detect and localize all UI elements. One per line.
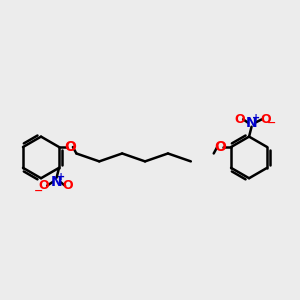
Text: O: O bbox=[38, 179, 49, 192]
Text: O: O bbox=[64, 140, 76, 154]
Text: −: − bbox=[34, 186, 43, 196]
Text: O: O bbox=[260, 113, 271, 126]
Text: N: N bbox=[246, 116, 257, 130]
Text: O: O bbox=[235, 113, 245, 126]
Text: N: N bbox=[51, 175, 62, 189]
Text: +: + bbox=[58, 172, 66, 182]
Text: −: − bbox=[267, 118, 276, 128]
Text: O: O bbox=[214, 140, 226, 154]
Text: +: + bbox=[252, 113, 261, 123]
Text: O: O bbox=[62, 179, 73, 192]
